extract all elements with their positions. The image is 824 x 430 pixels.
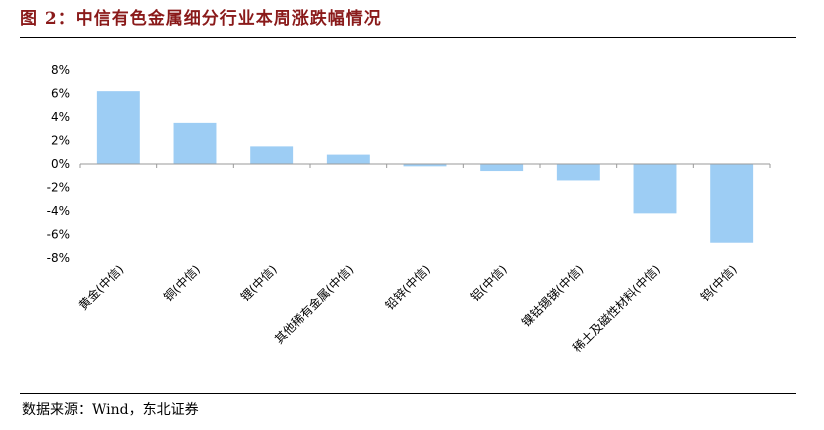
y-tick-label: -4% <box>47 204 70 218</box>
bar <box>556 164 600 181</box>
bottom-rule <box>20 393 796 394</box>
y-tick-label: 2% <box>51 134 70 148</box>
x-tick-labels: 黄金(中信) 铜(中信) 锂(中信)其他稀有金属(中信) 铅锌(中信) 铝(中信) 镍钴锡… <box>75 262 740 356</box>
bar <box>96 91 140 164</box>
x-tick-label: 其他稀有金属(中信) <box>271 262 356 347</box>
bar <box>480 164 524 172</box>
bar <box>403 164 447 167</box>
bar <box>710 164 754 243</box>
y-tick-label: 6% <box>51 87 70 101</box>
y-tick-label: 4% <box>51 110 70 124</box>
y-tick-label: 8% <box>51 63 70 77</box>
x-tick-label: 镍钴锡锑(中信) <box>518 262 586 330</box>
top-rule <box>20 37 796 38</box>
bar <box>326 154 370 164</box>
figure-title: 图 2：中信有色金属细分行业本周涨跌幅情况 <box>20 9 382 29</box>
bar <box>633 164 677 214</box>
bar <box>173 122 217 164</box>
bar-chart: 8% 6% 4% 2% 0% -2% -4% -6% -8% 黄金(中信) 铜(中信) 锂(中信)其… <box>47 63 771 356</box>
x-tick-label: 铝(中信) <box>467 262 510 305</box>
x-axis <box>79 163 771 168</box>
source-note: 数据来源：Wind，东北证券 <box>22 402 199 418</box>
x-tick-label: 铅锌(中信) <box>382 262 433 313</box>
x-tick-label: 铜(中信) <box>160 262 203 305</box>
y-tick-label: -8% <box>47 251 70 265</box>
x-tick-label: 稀土及磁性材料(中信) <box>570 262 664 356</box>
x-tick-label: 钨(中信) <box>697 262 740 305</box>
x-tick-label: 黄金(中信) <box>75 262 126 313</box>
y-tick-label: 0% <box>51 157 70 171</box>
y-axis: 8% 6% 4% 2% 0% -2% -4% -6% -8% <box>47 63 70 265</box>
bar <box>250 146 294 164</box>
x-tick-label: 锂(中信) <box>237 262 280 305</box>
bar-series <box>96 91 754 243</box>
y-tick-label: -6% <box>47 228 70 242</box>
y-tick-label: -2% <box>47 181 70 195</box>
